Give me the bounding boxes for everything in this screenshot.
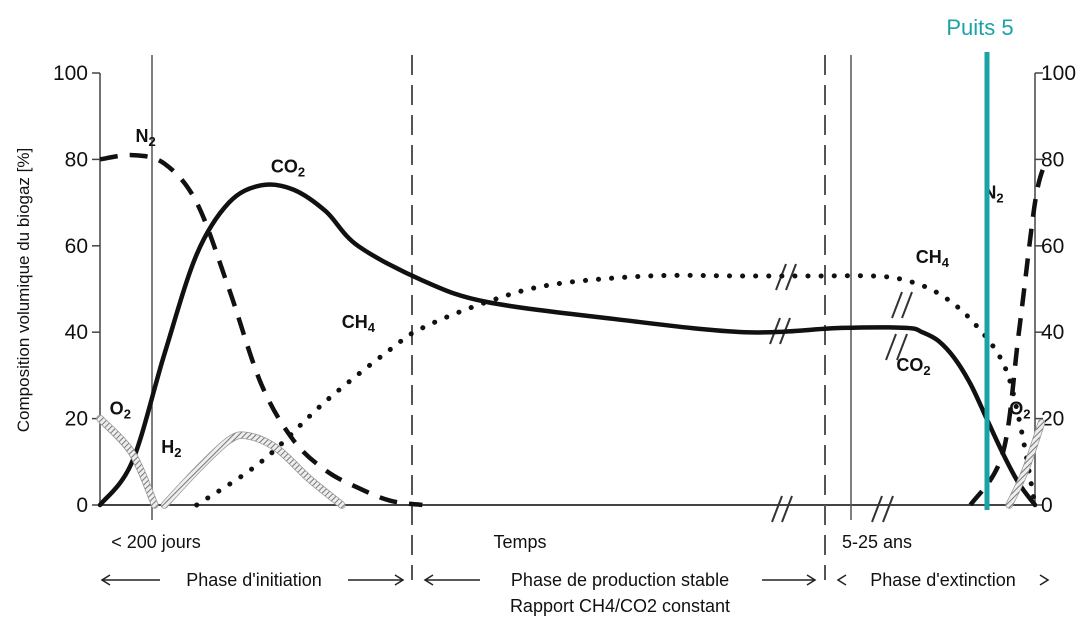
x-tick-200-jours: < 200 jours	[111, 532, 201, 552]
series-label-h2: H2	[161, 437, 181, 460]
right-y-tick-label: 20	[1041, 408, 1064, 431]
series-o2-line	[1006, 419, 1045, 508]
left-y-tick-label: 60	[65, 235, 88, 258]
series-label-n2: N2	[135, 126, 155, 149]
series-label-co2: CO2	[896, 355, 930, 378]
series-label-co2: CO2	[271, 156, 305, 179]
left-y-tick-label: 100	[53, 62, 88, 85]
series-lines	[96, 152, 1047, 509]
left-y-tick-label: 20	[65, 408, 88, 431]
series-ch4-line	[194, 272, 1038, 508]
axis-break-marks	[769, 263, 913, 523]
left-y-ticks: 0 20 40 60 80 100	[53, 62, 100, 517]
series-label-o2: O2	[1009, 398, 1030, 421]
phase-initiation-label: Phase d'initiation	[186, 570, 322, 590]
left-y-tick-label: 80	[65, 148, 88, 171]
y-axis-label: Composition volumique du biogaz [%]	[14, 148, 33, 432]
series-co2-line	[97, 182, 1038, 508]
phase-arrows	[100, 574, 1050, 586]
x-axis-label: Temps	[493, 532, 546, 552]
series-label-o2: O2	[110, 398, 131, 421]
right-y-tick-label: 0	[1041, 494, 1053, 517]
right-y-tick-label: 60	[1041, 235, 1064, 258]
phase-stable-sublabel: Rapport CH4/CO2 constant	[510, 596, 730, 616]
series-label-ch4: CH4	[916, 247, 950, 270]
left-y-tick-label: 0	[76, 494, 88, 517]
right-y-tick-label: 100	[1041, 62, 1076, 85]
left-y-tick-label: 40	[65, 321, 88, 344]
x-tick-5-25-ans: 5-25 ans	[842, 532, 912, 552]
phase-stable-label: Phase de production stable	[511, 570, 729, 590]
puits-5-label: Puits 5	[946, 15, 1013, 40]
right-y-tick-label: 40	[1041, 321, 1064, 344]
right-y-tick-label: 80	[1041, 148, 1064, 171]
right-y-ticks: 0 20 40 60 80 100	[1035, 62, 1076, 517]
series-o2-line	[97, 415, 158, 508]
phase-extinction-label: Phase d'extinction	[870, 570, 1016, 590]
series-n2-line	[99, 152, 423, 508]
series-h2-line	[161, 432, 345, 508]
series-label-ch4: CH4	[342, 312, 376, 335]
series-n2-line	[968, 163, 1047, 507]
